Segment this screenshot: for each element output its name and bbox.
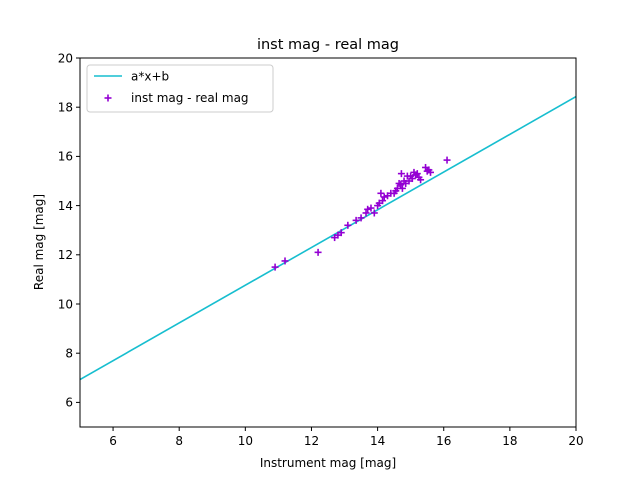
data-point xyxy=(397,181,405,189)
x-tick-label: 18 xyxy=(502,434,517,448)
x-tick-label: 6 xyxy=(109,434,117,448)
data-point xyxy=(357,214,365,222)
axes-frame xyxy=(79,57,577,428)
x-tick-label: 16 xyxy=(436,434,451,448)
y-axis-label: Real mag [mag] xyxy=(32,194,46,290)
data-point xyxy=(443,156,451,164)
y-tick-label: 14 xyxy=(58,199,73,213)
data-point xyxy=(281,257,289,265)
data-point xyxy=(352,216,360,224)
chart-title: inst mag - real mag xyxy=(257,37,399,53)
legend-marker-swatch xyxy=(104,94,112,102)
legend-label-scatter: inst mag - real mag xyxy=(131,91,249,105)
data-point xyxy=(367,204,375,212)
data-point xyxy=(314,248,322,256)
y-tick-label: 20 xyxy=(58,51,73,65)
fit-line xyxy=(80,95,576,381)
x-axis: 6 8 10 12 14 16 18 20 xyxy=(109,427,584,448)
legend-plus-marker xyxy=(104,94,112,102)
data-point xyxy=(397,170,405,178)
plot-area xyxy=(80,95,576,381)
data-point xyxy=(398,184,406,192)
x-tick-label: 12 xyxy=(304,434,319,448)
data-point xyxy=(417,176,425,184)
data-point xyxy=(370,209,378,217)
legend: a*x+b inst mag - real mag xyxy=(86,64,274,113)
x-tick-label: 8 xyxy=(175,434,183,448)
y-tick-label: 8 xyxy=(65,347,73,361)
data-point xyxy=(380,193,388,201)
legend-box xyxy=(86,64,274,113)
x-tick-label: 14 xyxy=(370,434,385,448)
data-point xyxy=(379,197,387,205)
y-tick-label: 18 xyxy=(58,101,73,115)
data-point xyxy=(377,189,385,197)
data-point xyxy=(271,263,279,271)
data-point xyxy=(362,209,370,217)
data-point xyxy=(344,221,352,229)
y-axis: 6 8 10 12 14 16 18 20 xyxy=(58,51,80,410)
y-tick-label: 12 xyxy=(58,248,73,262)
data-point xyxy=(413,170,421,178)
y-tick-label: 6 xyxy=(65,396,73,410)
y-tick-label: 16 xyxy=(58,150,73,164)
data-point xyxy=(364,205,372,213)
x-axis-label: Instrument mag [mag] xyxy=(260,456,396,470)
legend-label-fit: a*x+b xyxy=(131,70,169,84)
data-point xyxy=(408,175,416,183)
data-point xyxy=(337,229,345,237)
data-point xyxy=(427,168,435,176)
x-tick-label: 10 xyxy=(238,434,253,448)
y-tick-label: 10 xyxy=(58,297,73,311)
x-tick-label: 20 xyxy=(568,434,583,448)
